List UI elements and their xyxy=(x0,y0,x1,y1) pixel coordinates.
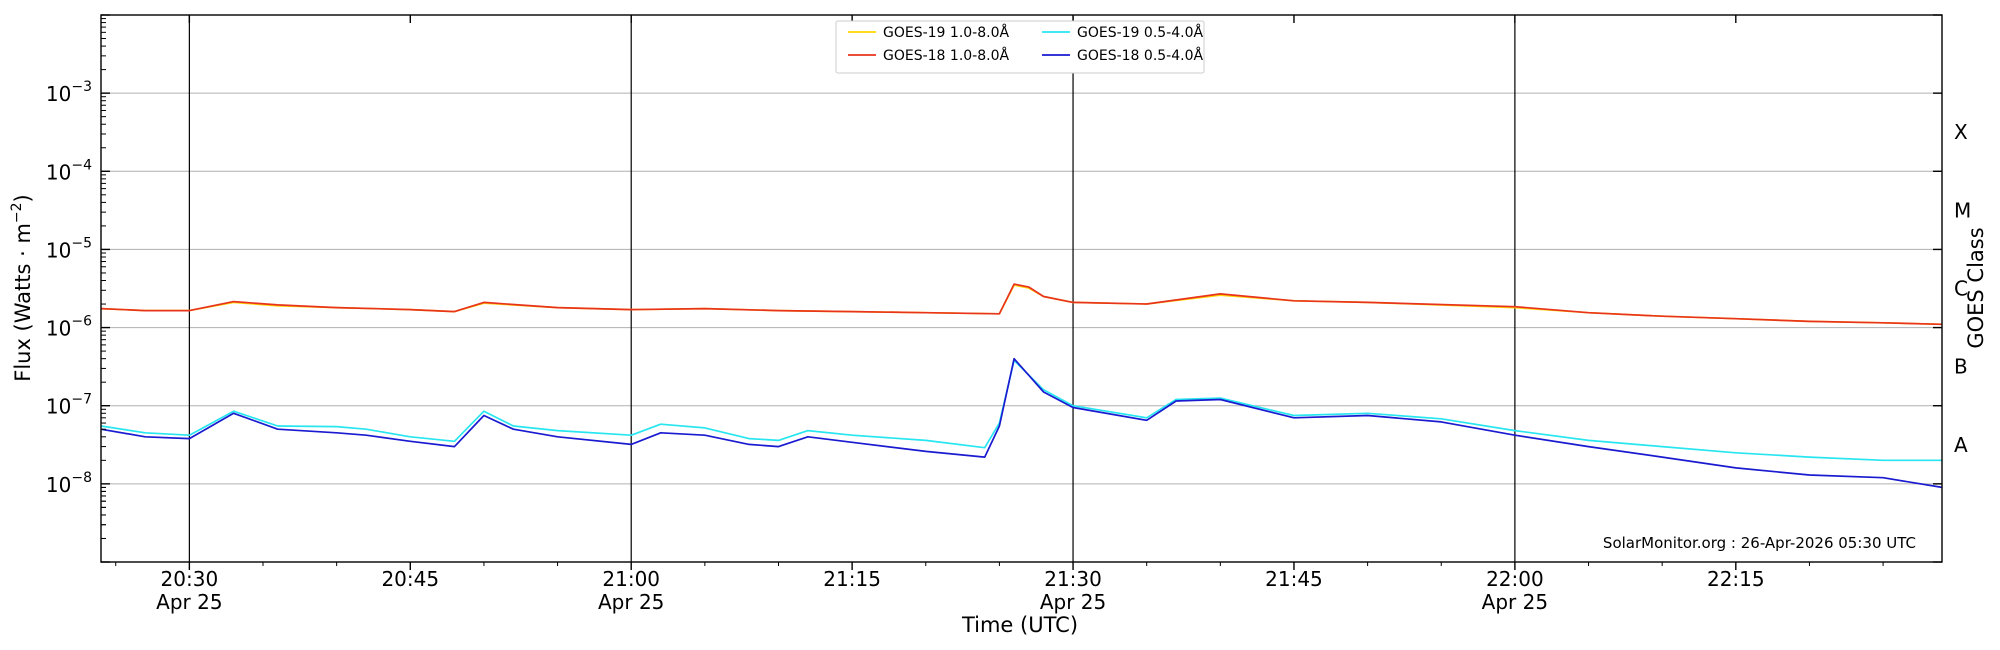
x-tick-date-label: Apr 25 xyxy=(156,590,222,614)
legend-label: GOES-18 0.5-4.0Å xyxy=(1077,47,1203,64)
y-axis-label-exponent: −2 xyxy=(9,202,25,223)
x-tick-date-label: Apr 25 xyxy=(598,590,664,614)
series-line xyxy=(100,283,1943,326)
legend-label: GOES-19 1.0-8.0Å xyxy=(883,24,1009,41)
y-tick-base: 10 xyxy=(46,238,71,262)
x-tick-label: 21:15 xyxy=(823,567,881,591)
goes-class-axis-label: GOES Class xyxy=(1964,227,1988,348)
legend-box xyxy=(835,20,1205,74)
y-axis-label-main: Flux (Watts · m xyxy=(11,223,35,382)
legend-label: GOES-19 0.5-4.0Å xyxy=(1077,24,1203,41)
x-tick-label: 22:15 xyxy=(1707,567,1765,591)
y-tick-exponent: −3 xyxy=(71,79,92,95)
y-axis-ticks: 10−810−710−610−510−410−3 xyxy=(46,14,1942,563)
y-tick-exponent: −8 xyxy=(71,470,92,486)
x-tick-label: 21:45 xyxy=(1265,567,1323,591)
series-line xyxy=(100,284,1943,326)
y-tick-label: 10−3 xyxy=(46,79,92,106)
x-tick-label: 21:30 xyxy=(1044,567,1102,591)
legend: GOES-19 1.0-8.0Å GOES-19 0.5-4.0Å GOES-18 … xyxy=(835,20,1205,74)
y-tick-base: 10 xyxy=(46,317,71,341)
goes-class-label: B xyxy=(1954,355,1968,379)
plot-frame xyxy=(100,14,1943,563)
goes-class-labels: A B C M X xyxy=(1954,120,1971,457)
x-tick-label: 20:30 xyxy=(161,567,219,591)
y-tick-exponent: −7 xyxy=(71,392,92,408)
y-tick-label: 10−7 xyxy=(46,392,92,419)
x-tick-label: 22:00 xyxy=(1486,567,1544,591)
y-tick-label: 10−8 xyxy=(46,470,92,497)
day-marker-lines xyxy=(188,15,1516,562)
y-axis-label-close: ) xyxy=(11,194,35,202)
y-axis-label: Flux (Watts · m−2) xyxy=(9,194,35,382)
series-line xyxy=(100,357,1943,489)
x-axis-label: Time (UTC) xyxy=(961,613,1078,637)
x-tick-date-label: Apr 25 xyxy=(1040,590,1106,614)
series-line xyxy=(100,359,1942,462)
goes-class-label: C xyxy=(1954,277,1968,301)
goes-class-label: M xyxy=(1954,198,1971,222)
legend-entries: GOES-19 1.0-8.0Å GOES-19 0.5-4.0Å GOES-18 … xyxy=(848,24,1203,64)
y-tick-base: 10 xyxy=(46,395,71,419)
y-tick-label: 10−4 xyxy=(46,157,92,184)
y-tick-exponent: −5 xyxy=(71,235,92,251)
x-tick-date-label: Apr 25 xyxy=(1482,590,1548,614)
credit-text: SolarMonitor.org : 26-Apr-2026 05:30 UTC xyxy=(1603,534,1916,552)
y-tick-base: 10 xyxy=(46,82,71,106)
x-tick-label: 21:00 xyxy=(602,567,660,591)
series-lines xyxy=(100,283,1943,489)
legend-label: GOES-18 1.0-8.0Å xyxy=(883,47,1009,64)
y-tick-label: 10−5 xyxy=(46,235,92,262)
y-tick-base: 10 xyxy=(46,473,71,497)
y-tick-label: 10−6 xyxy=(46,314,92,341)
y-tick-exponent: −6 xyxy=(71,314,92,330)
x-tick-label: 20:45 xyxy=(381,567,439,591)
y-tick-base: 10 xyxy=(46,160,71,184)
goes-class-label: A xyxy=(1954,433,1968,457)
grid-lines xyxy=(101,92,1942,485)
goes-class-label: X xyxy=(1954,120,1968,144)
y-tick-exponent: −4 xyxy=(71,157,92,173)
